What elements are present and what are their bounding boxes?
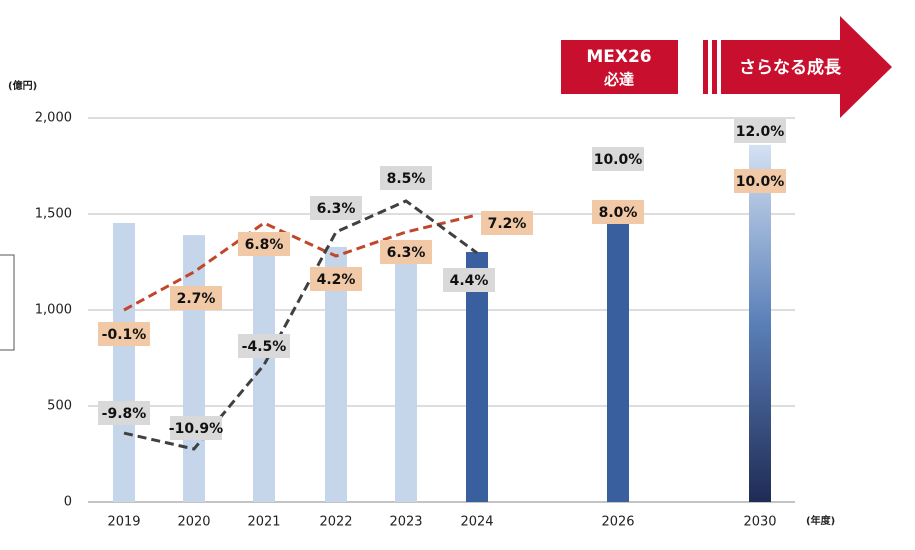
phase-bar [703, 40, 708, 94]
label-box [734, 169, 786, 193]
x-tick-label: 2026 [601, 515, 634, 530]
phase-bar [712, 40, 717, 94]
y-tick-label: 500 [47, 399, 72, 414]
value-label: 2.7% [177, 291, 216, 307]
label-box [380, 240, 432, 264]
label-box [170, 286, 222, 310]
value-label: 4.4% [450, 273, 489, 289]
bar [466, 252, 488, 502]
clipped-box [0, 254, 15, 351]
value-label: -10.9% [169, 421, 223, 437]
label-box [592, 200, 644, 224]
bar [325, 247, 347, 502]
bar [113, 223, 135, 503]
value-label: 6.3% [387, 245, 426, 261]
value-label: -4.5% [242, 339, 287, 355]
x-tick-label: 2024 [460, 515, 493, 530]
label-box [310, 267, 362, 291]
bar [395, 262, 417, 502]
value-label: 7.2% [488, 216, 527, 232]
phase-label: 必達 [603, 71, 634, 89]
x-tick-label: 2021 [247, 515, 280, 530]
phase-box [561, 40, 678, 94]
x-tick-label: 2019 [107, 515, 140, 530]
y-tick-label: 1,500 [35, 207, 72, 222]
x-tick-label: 2020 [177, 515, 210, 530]
label-box [380, 166, 432, 190]
label-box [443, 268, 495, 292]
x-tick-label: 2023 [389, 515, 422, 530]
value-label: 4.2% [317, 272, 356, 288]
y-unit: (億円) [8, 79, 37, 92]
label-box [170, 416, 222, 440]
label-box [734, 119, 786, 143]
value-label: 12.0% [736, 124, 785, 140]
value-label: -0.1% [102, 327, 147, 343]
label-box [238, 232, 290, 256]
bar [607, 222, 629, 502]
label-box [238, 334, 290, 358]
value-label: 10.0% [594, 152, 643, 168]
x-tick-label: 2030 [743, 515, 776, 530]
value-label: 6.3% [317, 201, 356, 217]
y-tick-label: 0 [64, 495, 72, 510]
x-unit: (年度) [806, 514, 835, 527]
phase-label: さらなる成長 [739, 57, 842, 78]
label-box [481, 211, 533, 235]
value-label: 8.0% [599, 205, 638, 221]
value-label: 8.5% [387, 171, 426, 187]
value-label: 10.0% [736, 174, 785, 190]
phase-arrow [721, 16, 892, 118]
line [123, 213, 478, 312]
phase-label: MEX26 [586, 47, 651, 67]
label-box [98, 322, 150, 346]
value-label: 6.8% [245, 237, 284, 253]
y-tick-label: 1,000 [35, 303, 72, 318]
line [123, 199, 478, 451]
x-tick-label: 2022 [319, 515, 352, 530]
label-box [98, 401, 150, 425]
y-tick-label: 2,000 [35, 111, 72, 126]
value-label: -9.8% [102, 406, 147, 422]
bar [253, 250, 275, 502]
label-box [592, 147, 644, 171]
label-box [310, 196, 362, 220]
bar [749, 144, 771, 502]
